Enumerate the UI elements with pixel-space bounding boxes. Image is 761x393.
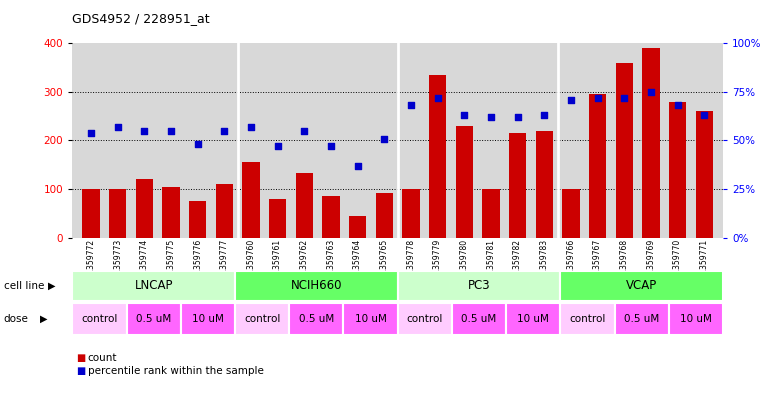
Bar bbox=[589, 94, 607, 238]
Bar bbox=[215, 184, 233, 238]
Bar bbox=[82, 189, 100, 238]
Point bbox=[511, 114, 524, 120]
Bar bbox=[509, 133, 527, 238]
Bar bbox=[343, 303, 397, 335]
Bar bbox=[323, 196, 339, 238]
Bar bbox=[162, 187, 180, 238]
Point bbox=[698, 112, 710, 118]
Bar bbox=[289, 303, 343, 335]
Point bbox=[112, 124, 124, 130]
Bar bbox=[560, 303, 614, 335]
Text: ■: ■ bbox=[76, 353, 85, 363]
Point bbox=[591, 95, 603, 101]
Text: ▶: ▶ bbox=[48, 281, 56, 291]
Text: GDS4952 / 228951_at: GDS4952 / 228951_at bbox=[72, 12, 210, 25]
Bar bbox=[429, 75, 446, 238]
Bar bbox=[562, 189, 580, 238]
Point bbox=[671, 102, 683, 108]
Point bbox=[245, 124, 257, 130]
Bar bbox=[456, 126, 473, 238]
Point bbox=[538, 112, 550, 118]
Point bbox=[298, 128, 310, 134]
Bar bbox=[536, 131, 553, 238]
Bar bbox=[642, 48, 660, 238]
Bar bbox=[181, 303, 235, 335]
Bar bbox=[506, 303, 560, 335]
Bar bbox=[72, 303, 126, 335]
Point bbox=[458, 112, 470, 118]
Text: dose: dose bbox=[4, 314, 29, 324]
Bar bbox=[669, 101, 686, 238]
Text: control: control bbox=[81, 314, 118, 324]
Bar bbox=[269, 199, 286, 238]
Bar bbox=[72, 271, 235, 301]
Point bbox=[431, 95, 444, 101]
Point bbox=[405, 102, 417, 108]
Bar bbox=[397, 303, 452, 335]
Text: control: control bbox=[244, 314, 280, 324]
Bar bbox=[189, 201, 206, 238]
Text: cell line: cell line bbox=[4, 281, 44, 291]
Bar bbox=[242, 162, 260, 238]
Bar bbox=[403, 189, 419, 238]
Point bbox=[192, 141, 204, 147]
Text: ▶: ▶ bbox=[40, 314, 47, 324]
Point bbox=[618, 95, 630, 101]
Text: 0.5 uM: 0.5 uM bbox=[624, 314, 659, 324]
Bar bbox=[452, 303, 506, 335]
Text: 10 uM: 10 uM bbox=[680, 314, 712, 324]
Text: count: count bbox=[88, 353, 117, 363]
Point bbox=[352, 163, 364, 169]
Text: 10 uM: 10 uM bbox=[355, 314, 387, 324]
Bar bbox=[614, 303, 669, 335]
Bar bbox=[295, 173, 313, 238]
Point bbox=[325, 143, 337, 149]
Text: VCAP: VCAP bbox=[626, 279, 658, 292]
Bar bbox=[349, 216, 366, 238]
Point bbox=[645, 89, 657, 95]
Text: control: control bbox=[569, 314, 606, 324]
Bar bbox=[560, 271, 723, 301]
Text: LNCAP: LNCAP bbox=[135, 279, 173, 292]
Text: ■: ■ bbox=[76, 366, 85, 376]
Bar bbox=[235, 303, 289, 335]
Bar bbox=[669, 303, 723, 335]
Bar bbox=[482, 189, 500, 238]
Point bbox=[139, 128, 151, 134]
Text: NCIH660: NCIH660 bbox=[291, 279, 342, 292]
Point bbox=[218, 128, 231, 134]
Text: control: control bbox=[406, 314, 443, 324]
Bar bbox=[109, 189, 126, 238]
Bar bbox=[397, 271, 560, 301]
Point bbox=[565, 97, 577, 103]
Bar bbox=[126, 303, 181, 335]
Point bbox=[485, 114, 497, 120]
Text: 0.5 uM: 0.5 uM bbox=[298, 314, 334, 324]
Point bbox=[272, 143, 284, 149]
Text: 0.5 uM: 0.5 uM bbox=[136, 314, 171, 324]
Bar bbox=[376, 193, 393, 238]
Text: percentile rank within the sample: percentile rank within the sample bbox=[88, 366, 263, 376]
Text: PC3: PC3 bbox=[468, 279, 490, 292]
Text: 0.5 uM: 0.5 uM bbox=[461, 314, 497, 324]
Bar bbox=[696, 111, 713, 238]
Bar bbox=[616, 62, 633, 238]
Point bbox=[85, 130, 97, 136]
Point bbox=[378, 136, 390, 142]
Bar bbox=[135, 179, 153, 238]
Text: 10 uM: 10 uM bbox=[517, 314, 549, 324]
Point bbox=[165, 128, 177, 134]
Bar bbox=[235, 271, 397, 301]
Text: 10 uM: 10 uM bbox=[192, 314, 224, 324]
